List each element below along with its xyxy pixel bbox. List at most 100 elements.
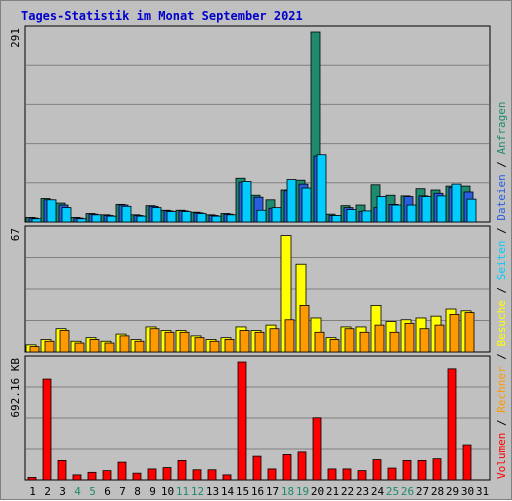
bar-rechner-day-19 xyxy=(299,305,310,353)
bar-volumen-day-23 xyxy=(357,470,367,481)
bar-seiten-day-29 xyxy=(451,183,462,223)
bar-volumen-day-17 xyxy=(267,468,277,481)
x-tick-label-day-26: 26 xyxy=(401,485,414,498)
x-tick-label-day-4: 4 xyxy=(74,485,81,498)
x-tick-label-day-12: 12 xyxy=(191,485,204,498)
bar-volumen-day-19 xyxy=(297,451,307,481)
bar-volumen-day-26 xyxy=(402,459,412,481)
x-tick-label-day-28: 28 xyxy=(431,485,444,498)
bar-seiten-day-13 xyxy=(211,215,222,223)
bar-rechner-day-28 xyxy=(434,324,445,353)
bar-volumen-day-1 xyxy=(27,477,37,481)
bar-seiten-day-28 xyxy=(436,195,447,223)
bar-rechner-day-27 xyxy=(419,328,430,353)
x-tick-label-day-30: 30 xyxy=(461,485,474,498)
bar-rechner-day-12 xyxy=(194,337,205,353)
x-tick-label-day-11: 11 xyxy=(176,485,189,498)
bar-rechner-day-20 xyxy=(314,331,325,353)
legend-item-volumen: Volumen xyxy=(495,433,508,479)
bar-rechner-day-2 xyxy=(44,340,55,353)
bar-volumen-day-14 xyxy=(222,474,232,481)
x-tick-label-day-6: 6 xyxy=(104,485,111,498)
bar-volumen-day-11 xyxy=(177,459,187,481)
x-tick-label-day-9: 9 xyxy=(149,485,156,498)
legend-item-anfragen: Anfragen xyxy=(495,101,508,154)
bar-rechner-day-21 xyxy=(329,339,340,353)
bar-rechner-day-13 xyxy=(209,340,220,353)
panel-scale-label: 291 xyxy=(9,28,22,48)
panel-volume: 692.16 KB xyxy=(9,355,491,481)
bar-rechner-day-29 xyxy=(449,313,460,353)
bar-volumen-day-3 xyxy=(57,459,67,481)
x-tick-label-day-5: 5 xyxy=(89,485,96,498)
bar-volumen-day-7 xyxy=(117,461,127,481)
bar-seiten-day-3 xyxy=(61,207,72,223)
bar-rechner-day-23 xyxy=(359,331,370,353)
bar-seiten-day-25 xyxy=(391,204,402,223)
bar-seiten-day-4 xyxy=(76,218,87,223)
x-tick-label-day-1: 1 xyxy=(29,485,36,498)
bar-rechner-day-1 xyxy=(29,346,40,353)
x-tick-label-day-20: 20 xyxy=(311,485,324,498)
bar-rechner-day-7 xyxy=(119,335,130,353)
bar-volumen-day-24 xyxy=(372,459,382,481)
bar-rechner-day-25 xyxy=(389,331,400,353)
bar-seiten-day-8 xyxy=(136,215,147,223)
side-legend: Volumen / Rechner / Besuche / Seiten / D… xyxy=(495,101,508,479)
x-tick-label-day-7: 7 xyxy=(119,485,126,498)
bar-rechner-day-14 xyxy=(224,339,235,353)
x-tick-label-day-22: 22 xyxy=(341,485,354,498)
bar-seiten-day-10 xyxy=(166,211,177,223)
legend-item-seiten: Seiten xyxy=(495,241,508,281)
bar-volumen-day-15 xyxy=(237,361,247,481)
bar-seiten-day-24 xyxy=(376,196,387,223)
bar-seiten-day-12 xyxy=(196,213,207,223)
bar-seiten-day-1 xyxy=(31,218,42,223)
bar-rechner-day-6 xyxy=(104,342,115,353)
x-tick-label-day-21: 21 xyxy=(326,485,339,498)
x-tick-label-day-17: 17 xyxy=(266,485,279,498)
bar-rechner-day-22 xyxy=(344,328,355,353)
x-tick-label-day-19: 19 xyxy=(296,485,309,498)
bar-rechner-day-18 xyxy=(284,319,295,353)
bar-volumen-day-20 xyxy=(312,417,322,481)
legend-separator: / xyxy=(495,413,508,433)
bar-volumen-day-12 xyxy=(192,469,202,481)
bar-volumen-day-8 xyxy=(132,472,142,481)
panel-visits: 67 xyxy=(9,225,491,353)
bar-volumen-day-5 xyxy=(87,471,97,481)
bar-rechner-day-26 xyxy=(404,322,415,353)
bar-seiten-day-26 xyxy=(406,204,417,223)
bar-volumen-day-13 xyxy=(207,469,217,481)
bar-seiten-day-20 xyxy=(316,154,327,223)
bar-seiten-day-11 xyxy=(181,211,192,223)
bar-volumen-day-6 xyxy=(102,470,112,481)
x-tick-label-day-18: 18 xyxy=(281,485,294,498)
legend-item-dateien: Dateien xyxy=(495,174,508,220)
x-tick-label-day-15: 15 xyxy=(236,485,249,498)
bar-volumen-day-25 xyxy=(387,467,397,481)
x-tick-label-day-24: 24 xyxy=(371,485,385,498)
x-tick-label-day-3: 3 xyxy=(59,485,66,498)
bar-seiten-day-17 xyxy=(271,207,282,223)
x-tick-label-day-14: 14 xyxy=(221,485,235,498)
bar-seiten-day-23 xyxy=(361,210,372,223)
x-tick-label-day-31: 31 xyxy=(476,485,489,498)
bar-seiten-day-16 xyxy=(256,209,267,223)
x-tick-label-day-25: 25 xyxy=(386,485,399,498)
legend-item-besuche: Besuche xyxy=(495,300,508,346)
bar-seiten-day-5 xyxy=(91,214,102,223)
chart-panels: 291 67 692.16 KB xyxy=(9,25,491,481)
bar-volumen-day-21 xyxy=(327,468,337,481)
bar-seiten-day-18 xyxy=(286,179,297,223)
legend-separator: / xyxy=(495,154,508,174)
bar-volumen-day-10 xyxy=(162,467,172,481)
legend-item-rechner: Rechner xyxy=(495,366,508,413)
bar-seiten-day-15 xyxy=(241,181,252,223)
x-tick-label-day-8: 8 xyxy=(134,485,141,498)
bar-rechner-day-10 xyxy=(164,331,175,353)
x-tick-label-day-29: 29 xyxy=(446,485,459,498)
bar-seiten-day-9 xyxy=(151,207,162,223)
